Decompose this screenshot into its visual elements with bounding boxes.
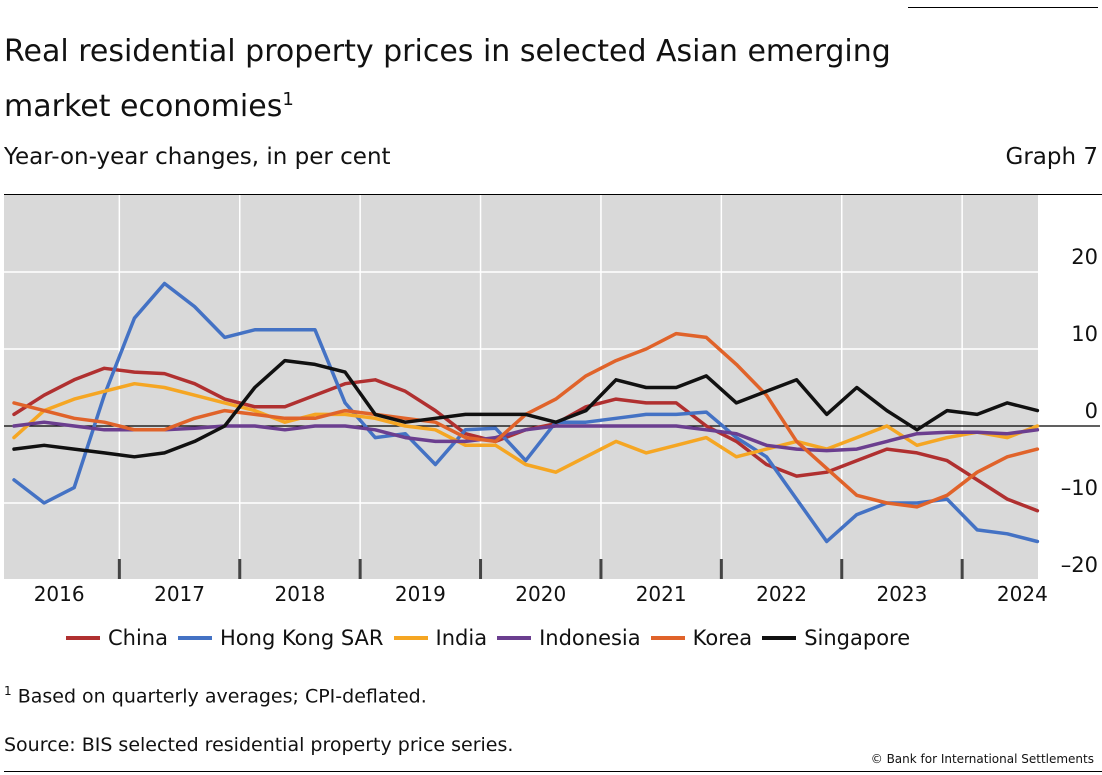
legend-swatch — [497, 636, 532, 640]
legend-swatch — [393, 636, 428, 640]
legend-item: Indonesia — [497, 626, 641, 650]
footnote-text: Based on quarterly averages; CPI-deflate… — [17, 685, 427, 708]
source-note: Source: BIS selected residential propert… — [4, 734, 514, 756]
x-tick-label: 2024 — [997, 582, 1048, 606]
series-line-india — [12, 381, 1040, 474]
x-tick-label: 2017 — [154, 582, 205, 606]
x-tick-label: 2020 — [515, 582, 566, 606]
legend-item: Singapore — [762, 626, 910, 650]
title-footnote-mark: 1 — [282, 89, 294, 110]
legend-label: Korea — [692, 626, 753, 650]
chart-title-text: Real residential property prices in sele… — [4, 34, 891, 124]
legend-label: China — [108, 626, 168, 650]
legend-item: India — [393, 626, 488, 650]
y-axis: 20 10 0 –10 –20 — [1061, 245, 1098, 577]
x-tick-label: 2019 — [395, 582, 446, 606]
legend-swatch — [762, 636, 797, 640]
legend-item: Hong Kong SAR — [178, 626, 384, 650]
legend-item: Korea — [650, 626, 753, 650]
bottom-rule — [4, 771, 1102, 772]
line-chart: 20 10 0 –10 –20 2016 2017 2018 2019 2020 2021 2022… — [4, 195, 1100, 606]
grid-lines — [4, 195, 1038, 581]
legend-label: Hong Kong SAR — [220, 626, 384, 650]
copyright: © Bank for International Settlements — [870, 752, 1094, 766]
x-tick-label: 2023 — [876, 582, 927, 606]
y-tick-label: –10 — [1061, 476, 1098, 500]
legend-label: Indonesia — [539, 626, 641, 650]
x-tick-label: 2018 — [274, 582, 325, 606]
chart-legend: China Hong Kong SAR India Indonesia Korea Sin… — [66, 626, 920, 650]
series-line-singapore — [12, 358, 1040, 459]
chart-title: Real residential property prices in sele… — [4, 28, 904, 131]
x-axis: 2016 2017 2018 2019 2020 2021 2022 2023 2024 — [34, 582, 1048, 606]
legend-item: China — [66, 626, 168, 650]
y-tick-label: –20 — [1061, 553, 1098, 577]
legend-swatch — [66, 636, 100, 640]
x-tick-label: 2021 — [636, 582, 687, 606]
y-tick-label: 0 — [1085, 399, 1098, 423]
legend-swatch — [650, 636, 685, 640]
footnote: 1 Based on quarterly averages; CPI-defla… — [4, 684, 427, 707]
header-rule — [4, 194, 1102, 195]
series-line-indonesia — [12, 420, 1040, 453]
plot-background — [4, 195, 1038, 579]
top-rule — [908, 7, 1098, 8]
y-tick-label: 10 — [1071, 322, 1098, 346]
series-lines — [12, 281, 1040, 544]
footnote-mark: 1 — [4, 684, 12, 698]
year-ticks — [117, 559, 964, 579]
legend-label: India — [435, 626, 488, 650]
chart-subtitle: Year-on-year changes, in per cent — [4, 144, 391, 170]
x-tick-label: 2022 — [756, 582, 807, 606]
legend-swatch — [178, 636, 212, 640]
legend-label: Singapore — [804, 626, 911, 650]
series-line-hong-kong-sar — [12, 281, 1040, 544]
x-tick-label: 2016 — [34, 582, 85, 606]
y-tick-label: 20 — [1071, 245, 1098, 269]
graph-number: Graph 7 — [1005, 144, 1099, 170]
